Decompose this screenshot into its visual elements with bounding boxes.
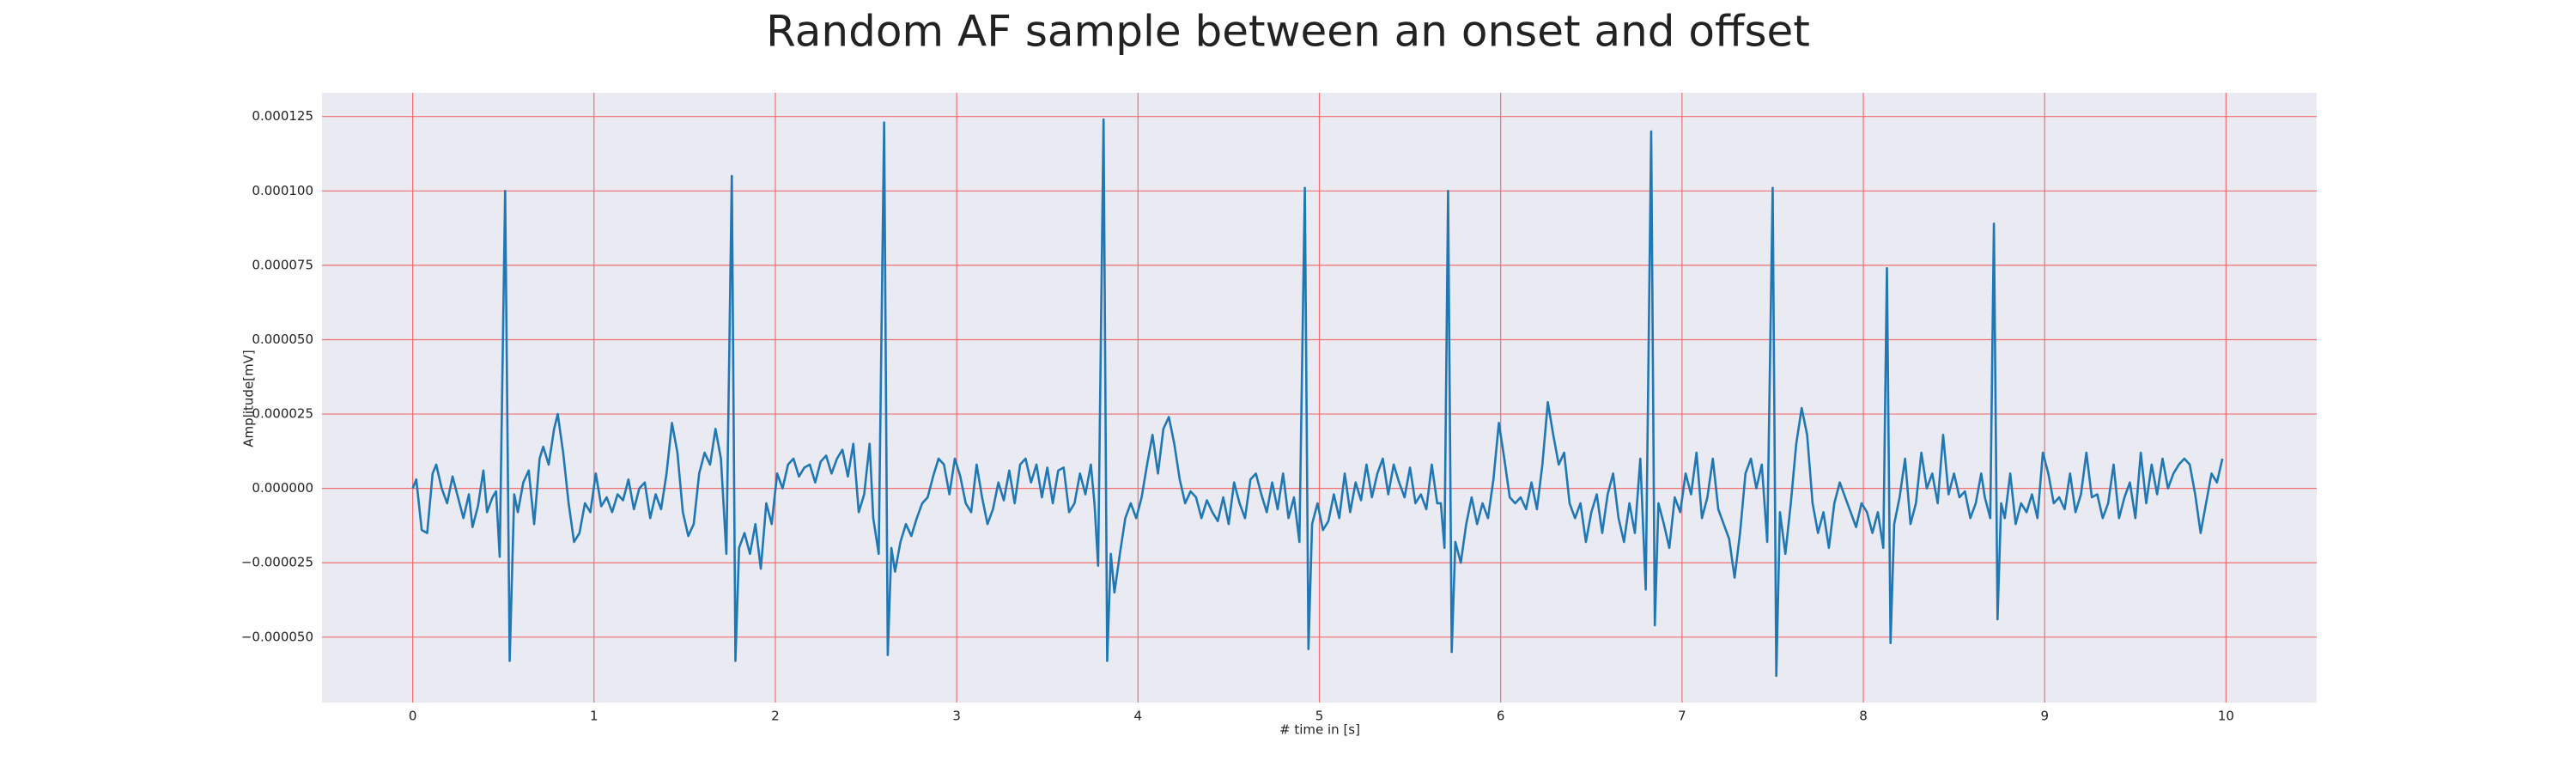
y-tick-label: 0.000050 <box>252 332 313 347</box>
x-tick-label: 9 <box>2040 709 2049 724</box>
x-tick-label: 2 <box>771 709 780 724</box>
x-tick-label: 3 <box>952 709 961 724</box>
signal-line <box>411 118 2224 678</box>
x-tick-label: 4 <box>1134 709 1143 724</box>
x-tick-label: 10 <box>2218 709 2234 724</box>
y-tick-label: 0.000025 <box>252 406 313 422</box>
x-tick-label: 1 <box>590 709 598 724</box>
x-axis-label: # time in [s] <box>1279 722 1360 738</box>
y-tick-label: 0.000125 <box>252 108 313 124</box>
y-axis-label: Amplitude[mV] <box>241 350 257 447</box>
x-tick-label: 0 <box>409 709 417 724</box>
y-tick-label: −0.000025 <box>241 555 313 570</box>
chart-title: Random AF sample between an onset and of… <box>766 7 1810 57</box>
x-tick-label: 5 <box>1315 709 1324 724</box>
x-tick-label: 8 <box>1859 709 1868 724</box>
x-tick-label: 6 <box>1497 709 1505 724</box>
y-tick-label: −0.000050 <box>241 629 313 644</box>
x-tick-label: 7 <box>1678 709 1686 724</box>
y-tick-label: 0.000075 <box>252 257 313 272</box>
y-tick-label: 0.000100 <box>252 183 313 198</box>
y-tick-label: 0.000000 <box>252 480 313 496</box>
